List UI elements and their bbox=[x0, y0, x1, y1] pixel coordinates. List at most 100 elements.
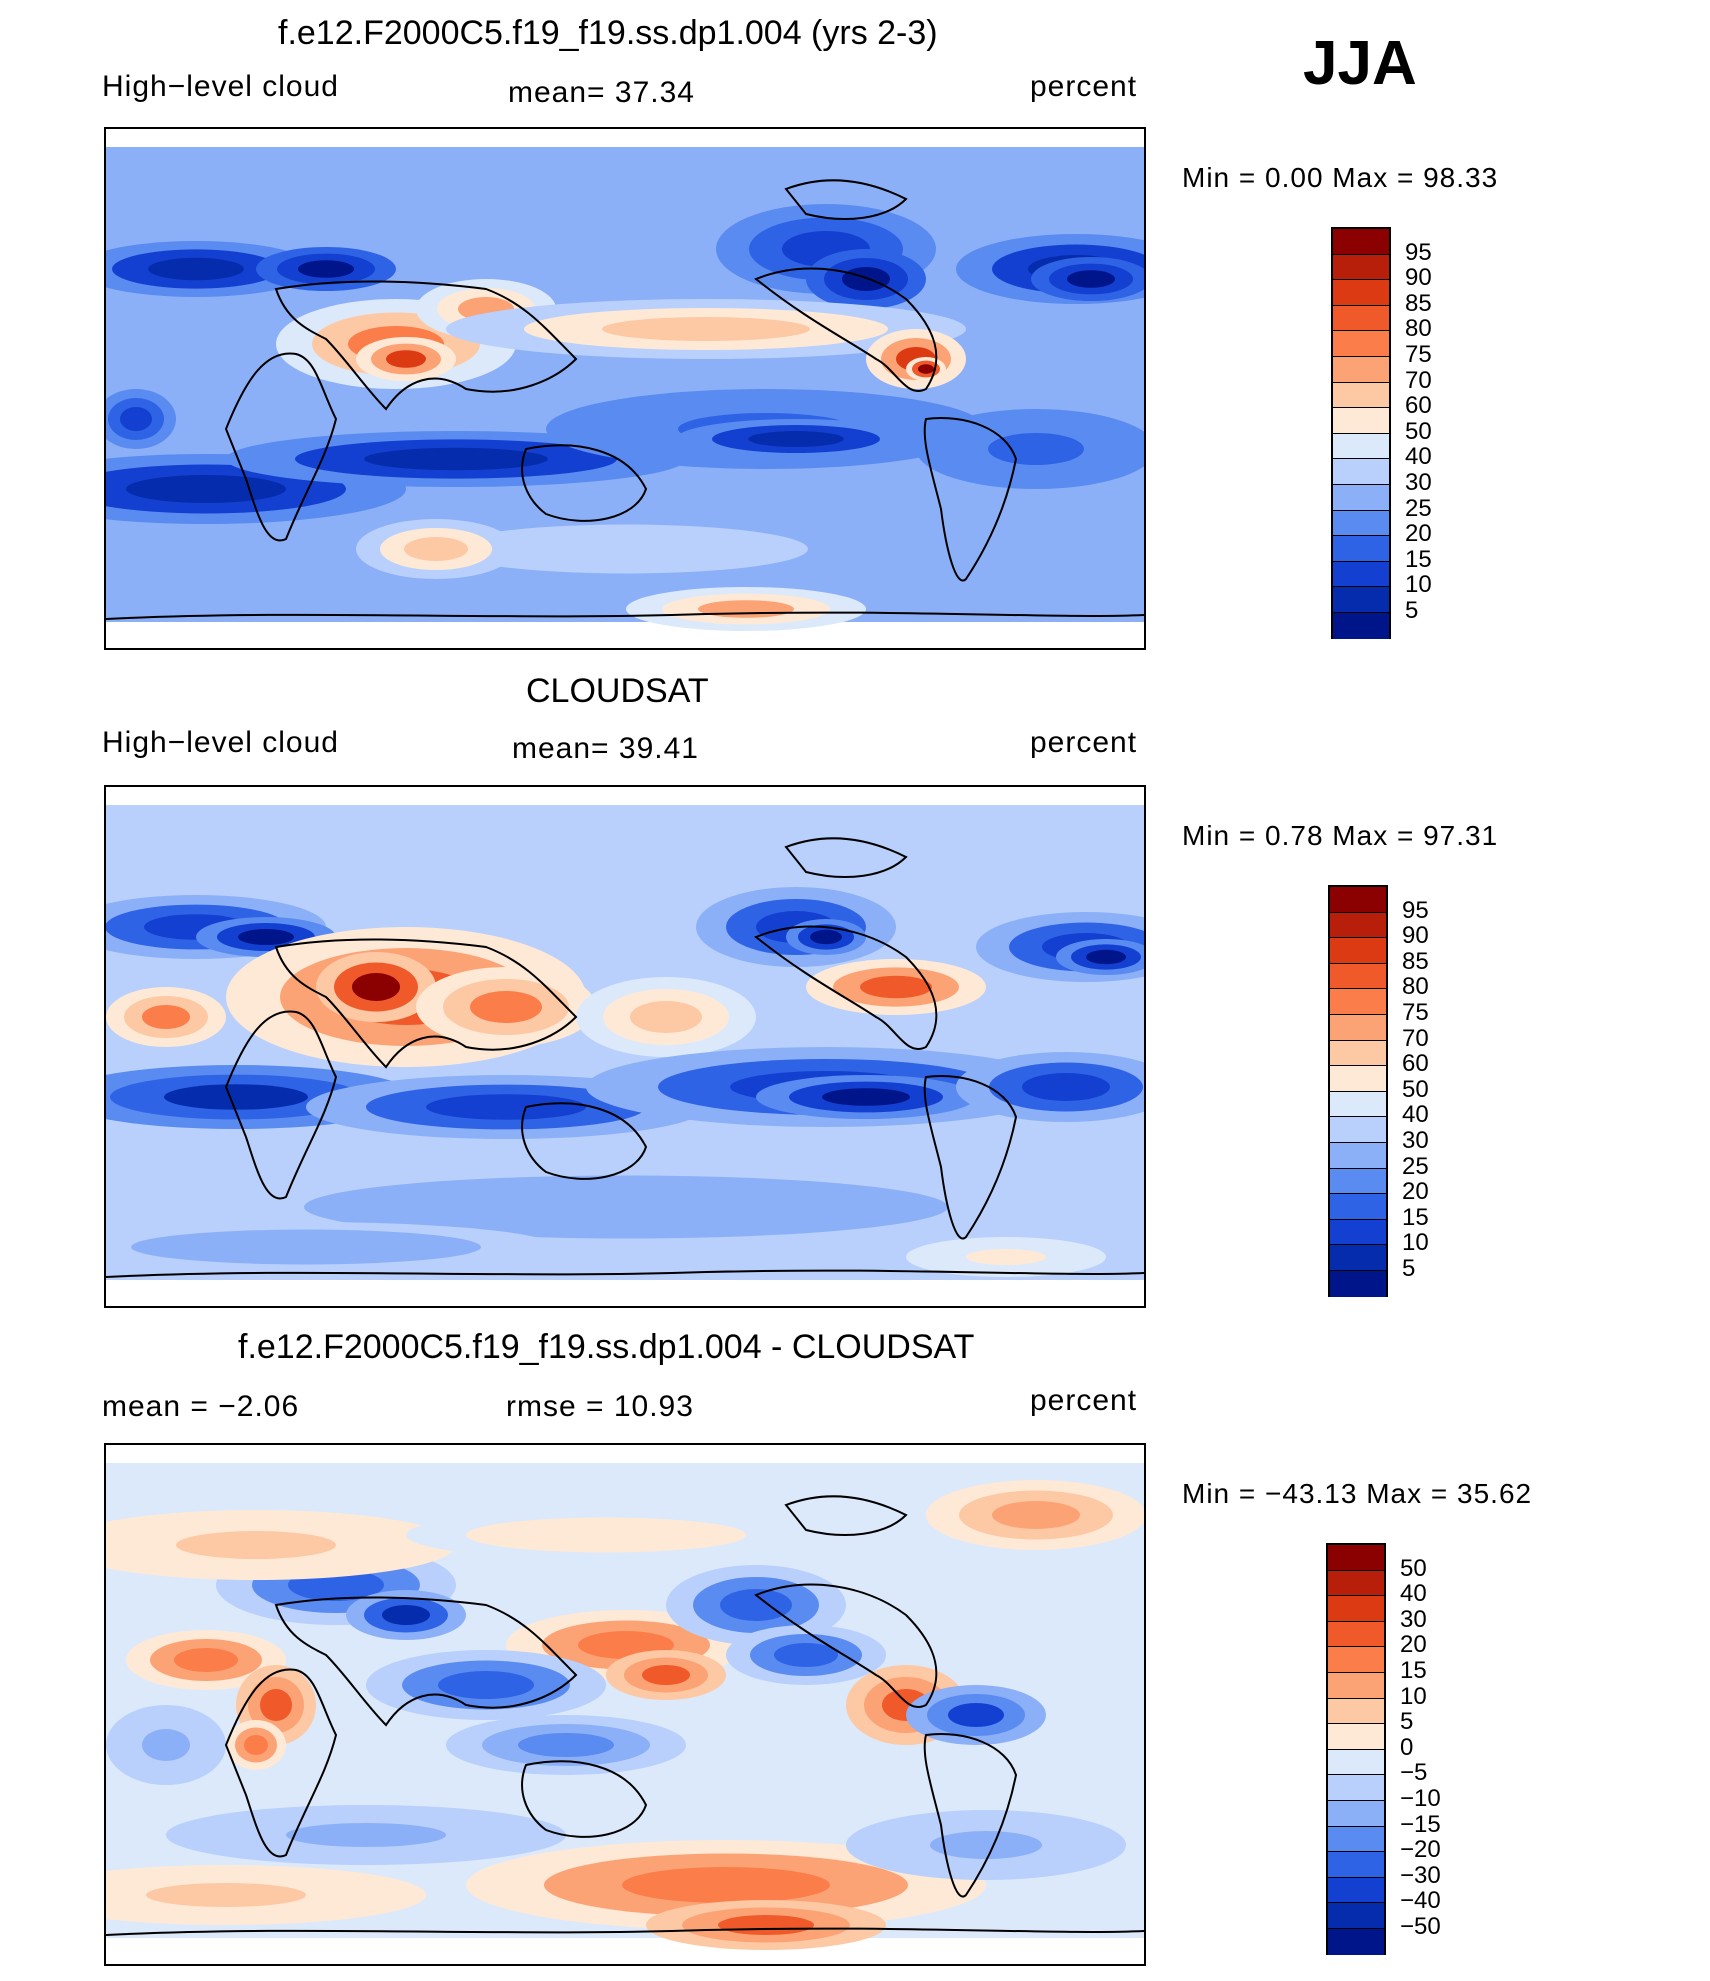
colorbar-label: 30 bbox=[1402, 1127, 1429, 1154]
colorbar-label: 40 bbox=[1400, 1580, 1427, 1608]
colorbar-label: −50 bbox=[1400, 1913, 1441, 1940]
colorbar-label: 60 bbox=[1405, 392, 1432, 420]
field-contour bbox=[442, 1189, 810, 1225]
colorbar-segment bbox=[1333, 254, 1389, 281]
minmax-obs: Min = 0.78 Max = 97.31 bbox=[1182, 820, 1499, 851]
colorbar-segment bbox=[1333, 561, 1389, 588]
field-contour bbox=[244, 1735, 268, 1755]
coastline bbox=[106, 1927, 1144, 1936]
colorbar-label: −40 bbox=[1400, 1887, 1441, 1915]
colorbar-label: 75 bbox=[1402, 999, 1429, 1026]
coastline bbox=[923, 417, 1018, 582]
field-contour bbox=[774, 1643, 838, 1667]
coastline bbox=[754, 267, 938, 392]
field-contour bbox=[860, 975, 932, 999]
field-contour bbox=[698, 600, 794, 618]
colorbar-segment bbox=[1328, 1928, 1384, 1955]
colorbar-label: 60 bbox=[1402, 1050, 1429, 1078]
panel-title-diff: f.e12.F2000C5.f19_f19.ss.dp1.004 - CLOUD… bbox=[238, 1328, 975, 1366]
colorbar-segment bbox=[1333, 382, 1389, 409]
colorbar-boxes bbox=[1328, 885, 1388, 1297]
field-contour bbox=[470, 991, 542, 1023]
mean-label-model: mean= 37.34 bbox=[508, 76, 695, 109]
coastline bbox=[274, 938, 578, 1069]
coastline bbox=[923, 1733, 1018, 1898]
colorbar-segment bbox=[1330, 1014, 1386, 1041]
colorbar-segment bbox=[1333, 331, 1389, 357]
coastline bbox=[784, 179, 908, 220]
colorbar-label: 80 bbox=[1402, 973, 1429, 1001]
coastline bbox=[106, 611, 1144, 620]
colorbar-segment bbox=[1333, 459, 1389, 485]
no-data-strip bbox=[106, 1445, 1144, 1463]
colorbar-label: 20 bbox=[1402, 1178, 1429, 1206]
colorbar-segment bbox=[1330, 1091, 1386, 1118]
colorbar-segment bbox=[1330, 1066, 1386, 1092]
coastline bbox=[106, 1269, 1144, 1278]
coastline bbox=[521, 1102, 648, 1180]
field-contour bbox=[930, 1831, 1042, 1859]
field-contour bbox=[992, 1501, 1080, 1529]
coastline bbox=[274, 280, 578, 411]
colorbar-label: 30 bbox=[1400, 1605, 1427, 1633]
colorbar-boxes bbox=[1331, 227, 1391, 639]
colorbar-label: 10 bbox=[1400, 1682, 1427, 1710]
field-contour bbox=[120, 407, 152, 431]
coastline bbox=[521, 1760, 648, 1838]
field-contour bbox=[948, 1703, 1004, 1727]
colorbar-segment bbox=[1333, 433, 1389, 460]
variable-label-obs: High−level cloud bbox=[102, 726, 339, 759]
colorbar-segment bbox=[1330, 938, 1386, 964]
colorbar-label: 50 bbox=[1405, 417, 1432, 445]
colorbar-segment bbox=[1328, 1596, 1384, 1622]
field-contour bbox=[146, 1883, 306, 1907]
field-contour bbox=[842, 267, 890, 291]
colorbar-segment bbox=[1328, 1621, 1384, 1648]
colorbar-label: 30 bbox=[1405, 469, 1432, 496]
colorbar-label: −5 bbox=[1400, 1759, 1428, 1787]
field-contour bbox=[148, 257, 244, 281]
field-contour bbox=[260, 1689, 292, 1721]
colorbar-segment bbox=[1328, 1826, 1384, 1853]
variable-label-model: High−level cloud bbox=[102, 70, 339, 103]
minmax-diff: Min = −43.13 Max = 35.62 bbox=[1182, 1478, 1533, 1509]
colorbar-label: −30 bbox=[1400, 1861, 1441, 1889]
colorbar-label: 20 bbox=[1400, 1631, 1427, 1659]
colorbar-label: 10 bbox=[1402, 1229, 1429, 1257]
map-obs bbox=[104, 785, 1146, 1308]
field-contour bbox=[630, 1001, 702, 1033]
colorbar-label: 90 bbox=[1402, 922, 1429, 950]
field-contour bbox=[718, 1915, 814, 1935]
field-contour bbox=[386, 350, 426, 368]
colorbar-segment bbox=[1333, 536, 1389, 562]
field-contour bbox=[822, 1088, 910, 1106]
colorbar-label: 95 bbox=[1405, 238, 1432, 266]
colorbar-segment bbox=[1333, 229, 1389, 255]
colorbar-boxes bbox=[1326, 1543, 1386, 1955]
coastline bbox=[784, 837, 908, 878]
map-diff bbox=[104, 1443, 1146, 1966]
colorbar-label: 15 bbox=[1400, 1657, 1427, 1684]
coastline bbox=[224, 1010, 338, 1200]
colorbar-segment bbox=[1330, 1270, 1386, 1297]
colorbar-segment bbox=[1330, 887, 1386, 913]
colorbar-label: 15 bbox=[1402, 1203, 1429, 1231]
field-contour bbox=[206, 1237, 406, 1257]
colorbar-segment bbox=[1333, 510, 1389, 537]
colorbar-label: 15 bbox=[1405, 545, 1432, 573]
coastline bbox=[754, 1583, 938, 1708]
colorbar-label: 70 bbox=[1402, 1024, 1429, 1052]
colorbar-segment bbox=[1333, 587, 1389, 613]
no-data-strip bbox=[106, 1938, 1144, 1964]
colorbar-label: 5 bbox=[1400, 1708, 1414, 1736]
rmse-label-diff: rmse = 10.93 bbox=[506, 1390, 694, 1423]
colorbar-label: 5 bbox=[1405, 597, 1419, 624]
colorbar-label: 10 bbox=[1405, 571, 1432, 599]
coastline bbox=[754, 925, 938, 1050]
field-contour bbox=[602, 317, 810, 341]
field-contour bbox=[918, 364, 934, 374]
colorbar-segment bbox=[1333, 612, 1389, 639]
colorbar-label: 5 bbox=[1402, 1255, 1416, 1282]
map-model bbox=[104, 127, 1146, 650]
colorbar-label: 40 bbox=[1402, 1101, 1429, 1129]
